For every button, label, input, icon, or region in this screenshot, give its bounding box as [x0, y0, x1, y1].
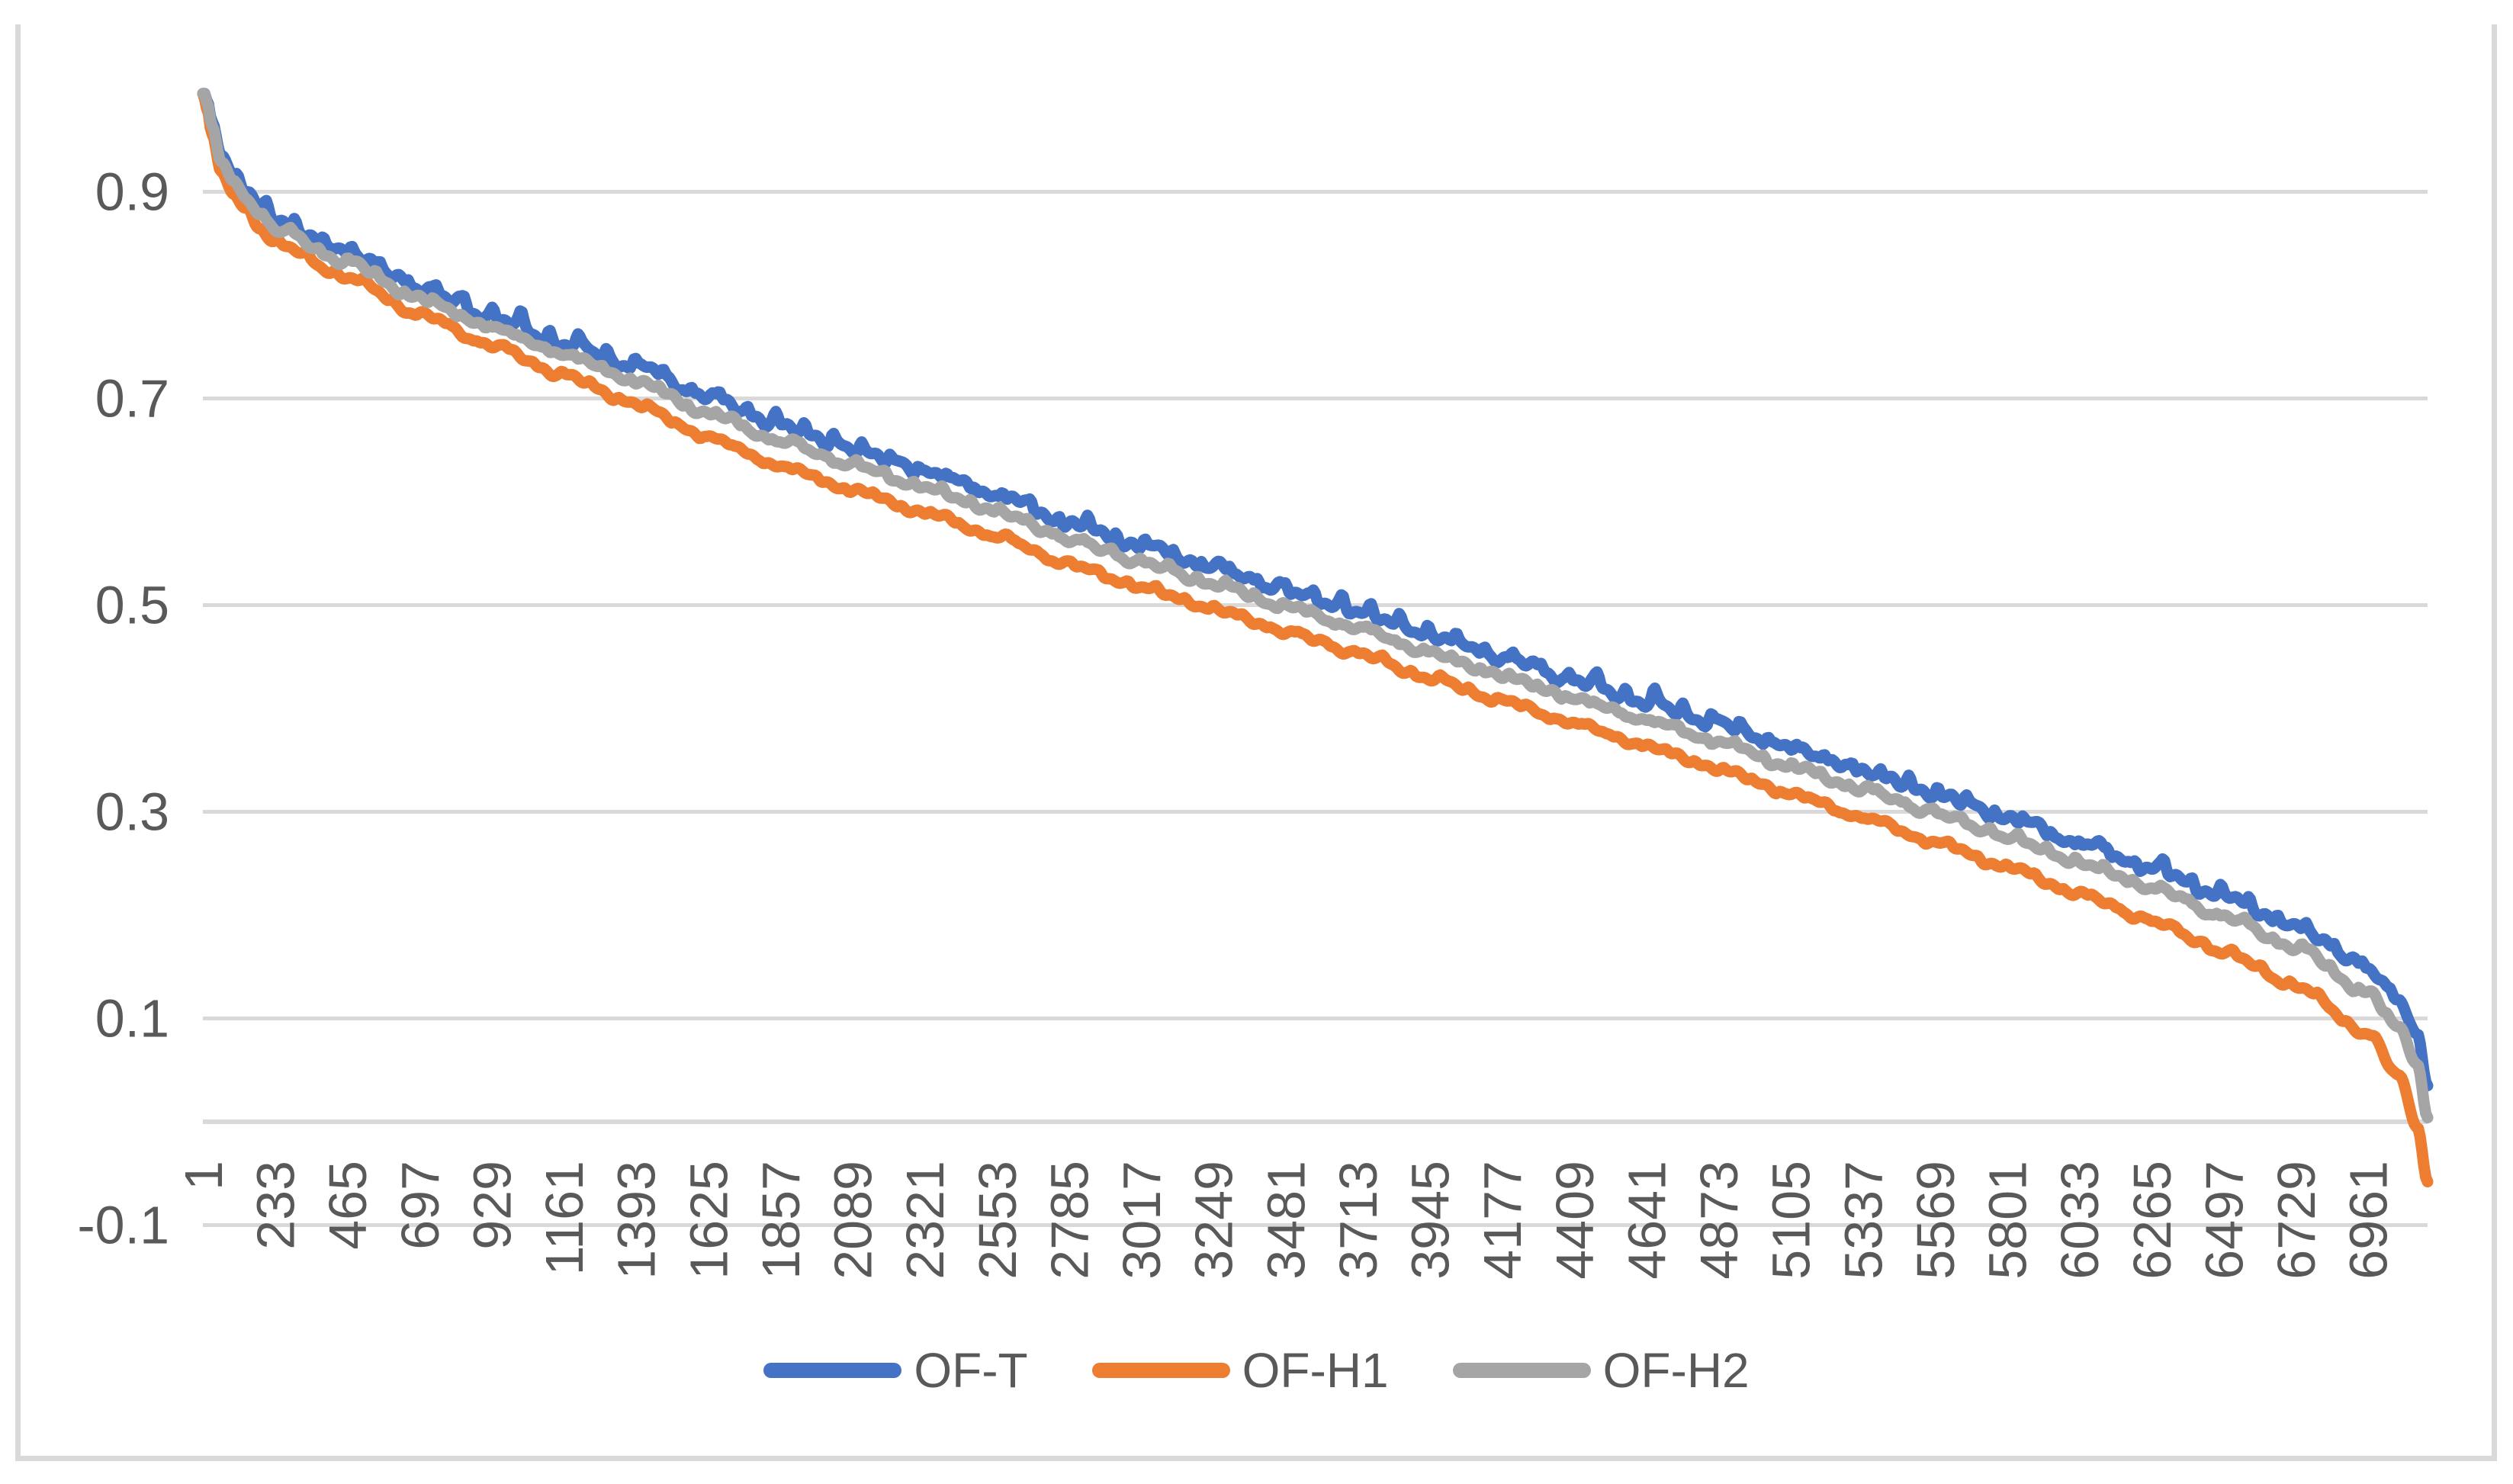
legend-swatch-of-h1: [1091, 1363, 1230, 1378]
x-tick-label: 1625: [679, 1161, 738, 1280]
x-tick-label: 3249: [1184, 1161, 1244, 1280]
x-tick-label: 4641: [1617, 1161, 1676, 1280]
x-tick-label: 6497: [2194, 1161, 2254, 1280]
y-tick-label: 0.5: [95, 576, 169, 635]
x-tick-label: 5337: [1833, 1161, 1893, 1280]
x-tick-label: 465: [318, 1161, 378, 1250]
x-tick-label: 2785: [1040, 1161, 1099, 1280]
x-tick-label: 3945: [1401, 1161, 1461, 1280]
x-tick-label: 233: [246, 1161, 306, 1250]
x-tick-label: 6265: [2123, 1161, 2182, 1280]
x-tick-label: 1: [174, 1161, 233, 1190]
series-line-of-h2: [197, 88, 2434, 1124]
figure-border-bottom: [15, 1456, 2497, 1461]
x-tick-label: 697: [390, 1161, 450, 1250]
legend-item-of-h2: OF-H2: [1452, 1343, 1750, 1398]
y-tick-label: 0.1: [95, 989, 169, 1049]
x-tick-label: 2553: [968, 1161, 1027, 1280]
x-tick-label: 2321: [895, 1161, 955, 1280]
legend-label-of-h1: OF-H1: [1242, 1343, 1389, 1398]
x-tick-label: 6961: [2339, 1161, 2399, 1280]
legend-swatch-of-h2: [1452, 1363, 1591, 1378]
y-tick-label: 0.9: [95, 162, 169, 222]
x-tick-label: 929: [462, 1161, 522, 1250]
series-line-of-h1: [197, 88, 2434, 1188]
x-tick-label: 4177: [1473, 1161, 1532, 1280]
x-tick-label: 4873: [1689, 1161, 1749, 1280]
legend-label-of-h2: OF-H2: [1602, 1343, 1750, 1398]
x-tick-label: 5801: [1978, 1161, 2038, 1280]
y-tick-label: 0.3: [95, 782, 169, 842]
x-tick-label: 6729: [2267, 1161, 2326, 1280]
x-tick-label: 5569: [1906, 1161, 1965, 1280]
x-tick-label: 4409: [1545, 1161, 1605, 1280]
x-tick-label: 3017: [1112, 1161, 1171, 1280]
figure-border-right: [2492, 24, 2497, 1461]
legend-swatch-of-t: [763, 1363, 902, 1378]
figure-border-left: [15, 24, 21, 1461]
y-tick-label: 0.7: [95, 369, 169, 429]
legend-label-of-t: OF-T: [914, 1343, 1028, 1398]
x-tick-label: 6033: [2050, 1161, 2110, 1280]
x-tick-label: 2089: [824, 1161, 883, 1280]
x-tick-label: 3481: [1256, 1161, 1316, 1280]
series-line-of-t: [197, 88, 2434, 1092]
x-tick-label: 1161: [535, 1161, 594, 1276]
x-tick-label: 5105: [1762, 1161, 1821, 1280]
x-tick-label: 3713: [1329, 1161, 1388, 1280]
x-tick-label: 1393: [607, 1161, 667, 1280]
legend-item-of-t: OF-T: [763, 1343, 1028, 1398]
chart-legend: OF-T OF-H1 OF-H2: [0, 1336, 2513, 1405]
legend-item-of-h1: OF-H1: [1091, 1343, 1389, 1398]
y-tick-label: -0.1: [77, 1196, 169, 1255]
x-tick-label: 1857: [751, 1161, 811, 1280]
